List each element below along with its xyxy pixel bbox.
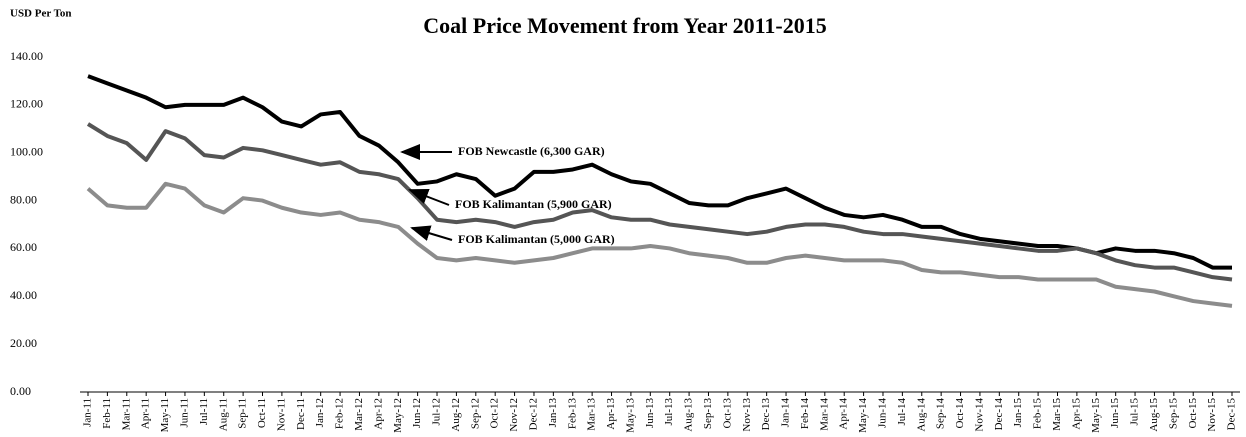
series-annotation: FOB Kalimantan (5,000 GAR) [458, 232, 615, 246]
y-tick-label: 0.00 [10, 384, 31, 398]
x-tick-label: Mar-13 [586, 398, 598, 431]
series-annotation: FOB Kalimantan (5,900 GAR) [455, 197, 612, 211]
chart-title: Coal Price Movement from Year 2011-2015 [423, 13, 826, 38]
x-tick-label: Jul-13 [663, 398, 675, 426]
x-tick-label: May-13 [624, 398, 636, 433]
x-tick-label: Dec-12 [527, 398, 539, 430]
x-tick-label: Dec-14 [993, 398, 1005, 431]
x-tick-label: Jan-13 [547, 398, 559, 428]
x-tick-label: Nov-12 [508, 398, 520, 432]
x-tick-label: Jul-15 [1129, 398, 1141, 426]
x-tick-label: Dec-13 [760, 398, 772, 431]
x-tick-label: Feb-11 [101, 398, 113, 429]
x-tick-label: May-14 [857, 398, 869, 433]
annotation-arrow [410, 225, 453, 241]
x-tick-label: Aug-11 [217, 398, 229, 431]
x-tick-label: Nov-14 [973, 398, 985, 432]
x-tick-label: Jan-14 [780, 398, 792, 428]
x-tick-label: Mar-15 [1051, 398, 1063, 431]
x-tick-label: Oct-11 [256, 398, 268, 428]
x-tick-label: Oct-13 [721, 398, 733, 429]
y-tick-label: 40.00 [10, 288, 37, 302]
x-tick-label: May-12 [392, 398, 404, 433]
x-tick-label: Jan-11 [82, 398, 94, 427]
x-tick-label: Nov-13 [741, 398, 753, 432]
x-tick-label: Apr-12 [372, 398, 384, 430]
y-tick-label: 20.00 [10, 336, 37, 350]
y-axis-label: USD Per Ton [10, 8, 72, 20]
x-tick-label: Oct-12 [489, 398, 501, 429]
x-tick-label: Dec-15 [1226, 398, 1238, 431]
x-tick-label: Feb-12 [334, 398, 346, 429]
x-tick-label: Jun-14 [877, 398, 889, 428]
x-tick-label: Jun-11 [178, 398, 190, 428]
x-tick-label: Feb-14 [799, 398, 811, 430]
x-tick-label: Mar-14 [818, 398, 830, 431]
x-tick-label: Oct-14 [954, 398, 966, 429]
x-tick-label: Apr-14 [838, 398, 850, 430]
series-annotation: FOB Newcastle (6,300 GAR) [458, 144, 605, 158]
x-tick-label: Jun-13 [644, 398, 656, 428]
x-tick-label: Sep-12 [469, 398, 481, 429]
x-tick-label: Sep-15 [1167, 398, 1179, 430]
x-tick-label: Mar-11 [120, 398, 132, 430]
x-tick-label: Feb-15 [1032, 398, 1044, 430]
x-tick-label: Aug-12 [450, 398, 462, 432]
x-tick-label: Feb-13 [566, 398, 578, 430]
x-tick-label: Mar-12 [353, 398, 365, 431]
x-tick-label: Apr-15 [1070, 398, 1082, 430]
x-tick-label: Jul-14 [896, 398, 908, 426]
x-tick-label: Jul-11 [198, 398, 210, 425]
x-tick-label: Oct-15 [1187, 398, 1199, 429]
x-tick-label: May-15 [1090, 398, 1102, 433]
x-tick-label: Apr-11 [140, 398, 152, 429]
x-tick-label: Sep-11 [237, 398, 249, 429]
y-tick-label: 100.00 [10, 144, 43, 158]
y-tick-label: 140.00 [10, 49, 43, 63]
x-tick-label: Aug-13 [683, 398, 695, 432]
x-tick-label: Aug-14 [915, 398, 927, 432]
x-tick-label: Aug-15 [1148, 398, 1160, 432]
series-line [87, 74, 1232, 270]
x-tick-label: Nov-11 [275, 398, 287, 431]
x-tick-label: Sep-14 [935, 398, 947, 430]
x-tick-label: Apr-13 [605, 398, 617, 430]
x-tick-label: Jun-12 [411, 398, 423, 428]
x-tick-label: May-11 [159, 398, 171, 432]
x-tick-label: Jul-12 [431, 398, 443, 426]
series-line [86, 181, 1233, 308]
y-tick-label: 60.00 [10, 240, 37, 254]
x-tick-label: Jan-12 [314, 398, 326, 427]
y-tick-label: 80.00 [10, 192, 37, 206]
x-tick-label: Sep-13 [702, 398, 714, 430]
y-tick-label: 120.00 [10, 97, 43, 111]
x-tick-label: Jan-15 [1012, 398, 1024, 428]
series-line [86, 122, 1233, 282]
annotation-arrow [408, 188, 450, 206]
x-tick-label: Dec-11 [295, 398, 307, 430]
x-tick-label: Nov-15 [1206, 398, 1218, 432]
x-tick-label: Jun-15 [1109, 398, 1121, 428]
